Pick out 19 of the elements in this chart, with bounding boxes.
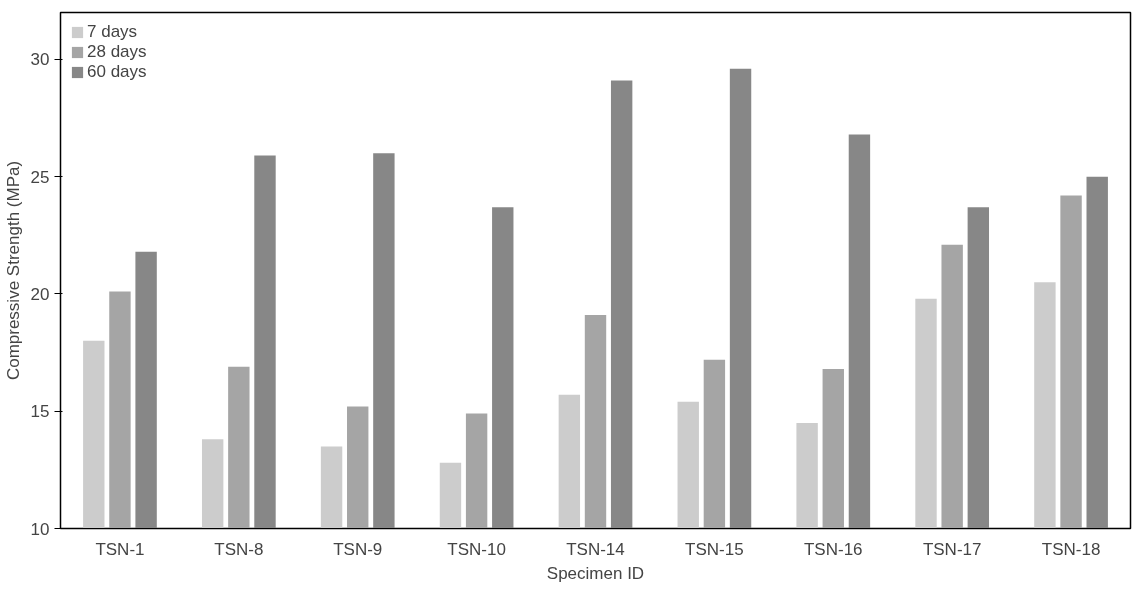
x-tick-label: TSN-1 bbox=[95, 539, 145, 559]
x-tick-label: TSN-8 bbox=[214, 539, 264, 559]
legend-label: 28 days bbox=[87, 42, 147, 62]
x-tick-label: TSN-15 bbox=[685, 539, 744, 559]
y-tick-label: 15 bbox=[30, 402, 50, 422]
x-tick-label: TSN-17 bbox=[922, 539, 982, 559]
x-tick-label: TSN-16 bbox=[803, 539, 863, 559]
x-tick-label: TSN-14 bbox=[566, 539, 625, 559]
x-tick-label: TSN-9 bbox=[333, 539, 383, 559]
y-axis-title: Compressive Strength (MPa) bbox=[3, 160, 23, 381]
x-tick-label: TSN-18 bbox=[1041, 539, 1101, 559]
x-axis-title: Specimen ID bbox=[546, 563, 645, 583]
y-tick-label: 25 bbox=[30, 167, 50, 187]
x-tick-label: TSN-10 bbox=[447, 539, 506, 559]
y-tick-label: 30 bbox=[30, 50, 50, 70]
legend-label: 7 days bbox=[87, 22, 138, 42]
y-tick-label: 10 bbox=[30, 519, 50, 539]
y-tick-label: 20 bbox=[30, 284, 50, 304]
legend-label: 60 days bbox=[87, 62, 147, 82]
